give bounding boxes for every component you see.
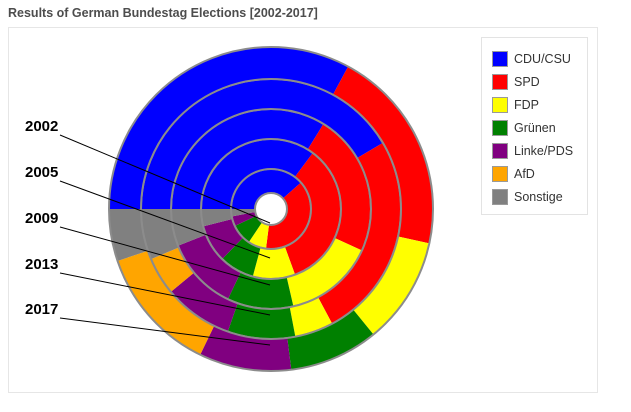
year-label-2005: 2005 [25,164,58,181]
slice-2002-fdp[interactable] [248,222,269,249]
year-label-2009: 2009 [25,210,58,227]
slice-2005-linke-pds[interactable] [203,218,244,260]
legend-swatch [492,50,508,67]
legend-item-spd[interactable]: SPD [492,70,587,93]
slice-2013-grünen[interactable] [227,303,296,339]
slice-2005-spd[interactable] [284,152,341,275]
legend-label: CDU/CSU [514,51,571,66]
slice-2009-sonstige[interactable] [171,209,206,246]
legend-swatch [492,165,508,182]
slice-2009-grünen[interactable] [227,272,294,309]
slice-2017-grünen[interactable] [287,309,374,370]
slice-2017-spd[interactable] [332,66,433,244]
legend-swatch [492,142,508,159]
legend-item-fdp[interactable]: FDP [492,93,587,116]
legend-item-linke-pds[interactable]: Linke/PDS [492,139,587,162]
slice-2017-afd[interactable] [117,250,215,355]
ring-outline-2013 [170,108,372,310]
legend-swatch [492,119,508,136]
year-label-2017: 2017 [25,301,58,318]
slice-2009-cdu-csu[interactable] [171,108,324,209]
chart-title: Results of German Bundestag Elections [2… [8,6,318,20]
slice-2005-sonstige[interactable] [201,209,233,227]
slice-2013-cdu-csu[interactable] [141,79,383,209]
ring-outline-2002 [254,192,288,226]
slice-2013-fdp[interactable] [289,297,333,337]
legend-item-cdu-csu[interactable]: CDU/CSU [492,47,587,70]
slice-2005-cdu-csu[interactable] [201,138,313,209]
slice-2002-sonstige[interactable] [231,209,256,217]
legend-swatch [492,73,508,90]
legend-item-grünen[interactable]: Grünen [492,116,587,139]
legend-item-afd[interactable]: AfD [492,162,587,185]
leader-line-2013 [59,272,271,316]
leader-line-2009 [59,226,271,286]
legend-label: SPD [514,74,540,89]
slice-2002-cdu-csu[interactable] [231,168,302,209]
legend-item-sonstige[interactable]: Sonstige [492,185,587,208]
slice-2005-fdp[interactable] [252,246,296,279]
slice-2009-fdp[interactable] [286,238,363,307]
chart-legend: CDU/CSU SPD FDP Grünen Linke/PDS AfD Sonstige [481,37,588,215]
slice-2017-sonstige[interactable] [109,209,148,261]
year-label-2013: 2013 [25,256,58,273]
legend-swatch [492,188,508,205]
slice-2002-spd[interactable] [265,182,311,250]
slice-2017-cdu-csu[interactable] [109,46,349,210]
legend-swatch [492,96,508,113]
legend-label: FDP [514,97,539,112]
leader-line-2017 [59,317,271,346]
slice-2017-linke-pds[interactable] [200,325,292,372]
ring-outline-2009 [200,138,342,280]
year-label-2002: 2002 [25,118,58,135]
chart-panel [8,27,598,393]
slice-2002-linke-pds[interactable] [231,211,257,227]
ring-outline-2005 [230,168,312,250]
slice-2009-linke-pds[interactable] [178,234,241,300]
legend-label: Linke/PDS [514,143,574,158]
legend-label: Sonstige [514,189,563,204]
leader-line-2002 [59,134,271,224]
ring-outline-2017 [108,46,434,372]
leader-line-2005 [59,180,271,259]
legend-label: Grünen [514,120,556,135]
ring-outline-2017 [140,78,402,340]
legend-label: AfD [514,166,535,181]
slice-2017-fdp[interactable] [353,236,430,335]
